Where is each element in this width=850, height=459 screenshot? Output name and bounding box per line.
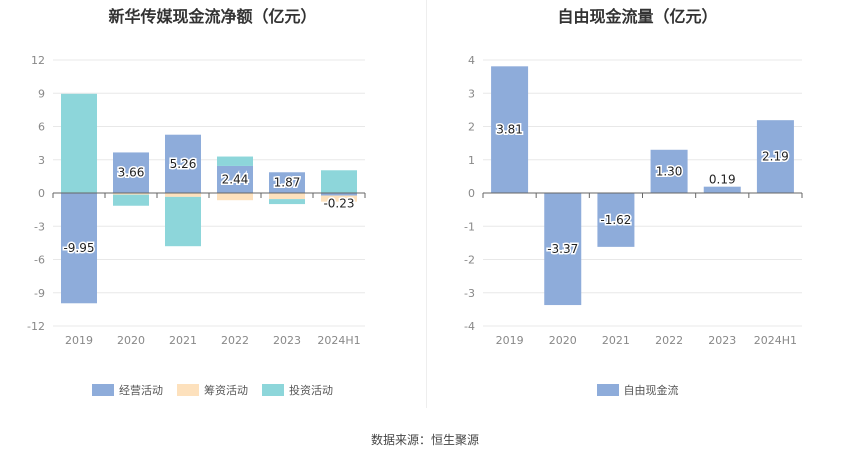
right-bar-free-2024H1 xyxy=(756,120,794,193)
left-bar-financing-2022 xyxy=(217,193,253,201)
left-y-tick-label: -12 xyxy=(27,320,45,333)
left-x-tick-label: 2024H1 xyxy=(317,334,360,347)
left-y-tick-label: -9 xyxy=(34,287,45,300)
right-x-tick-label: 2024H1 xyxy=(754,334,797,347)
legend-swatch-financing xyxy=(177,384,199,396)
right-y-tick-label: 4 xyxy=(468,54,475,67)
legend-item-investing[interactable]: 投资活动 xyxy=(262,382,333,398)
left-bar-investing-2024H1 xyxy=(321,170,357,193)
left-bar-operating-2022 xyxy=(217,165,253,193)
right-x-tick-label: 2020 xyxy=(549,334,577,347)
left-bar-financing-2023 xyxy=(269,193,305,200)
right-y-tick-label: -3 xyxy=(464,287,475,300)
left-y-tick-label: 6 xyxy=(38,121,45,134)
left-bar-operating-2023 xyxy=(269,172,305,193)
right-x-tick-label: 2019 xyxy=(496,334,524,347)
left-data-label: 5.26 xyxy=(170,157,197,171)
right-data-label: -3.37 xyxy=(547,242,578,256)
data-source-note: 数据来源：恒生聚源 xyxy=(370,433,479,447)
left-y-tick-label: 3 xyxy=(38,154,45,167)
legend-label-investing: 投资活动 xyxy=(289,384,333,397)
right-x-tick-label: 2021 xyxy=(602,334,630,347)
legend-label-free-cash-flow: 自由现金流 xyxy=(623,384,679,397)
left-legend: 经营活动 筹资活动 投资活动 xyxy=(0,382,425,398)
legend-label-financing: 筹资活动 xyxy=(204,384,248,397)
left-x-tick-label: 2023 xyxy=(273,334,301,347)
legend-swatch-operating xyxy=(92,384,114,396)
right-y-tick-label: 3 xyxy=(468,87,475,100)
left-bar-investing-2019 xyxy=(61,93,97,193)
left-y-tick-label: -6 xyxy=(34,254,45,267)
right-bar-free-2019 xyxy=(491,66,529,193)
left-bar-investing-2020 xyxy=(113,194,149,206)
right-y-tick-label: -2 xyxy=(464,254,475,267)
right-data-label: 3.81 xyxy=(496,123,523,137)
right-data-label: 0.19 xyxy=(709,173,736,187)
right-y-tick-label: 0 xyxy=(468,187,475,200)
right-x-tick-label: 2022 xyxy=(655,334,683,347)
left-bar-investing-2021 xyxy=(165,196,201,247)
left-bar-operating-2024H1 xyxy=(321,193,357,196)
left-y-tick-label: -3 xyxy=(34,220,45,233)
left-y-tick-label: 0 xyxy=(38,187,45,200)
right-data-label: 1.30 xyxy=(656,164,683,178)
legend-swatch-free-cash-flow xyxy=(596,384,619,396)
left-bar-operating-2020 xyxy=(113,152,149,193)
left-x-tick-label: 2020 xyxy=(117,334,145,347)
left-bar-operating-2019 xyxy=(61,193,97,304)
left-chart-title: 新华传媒现金流净额（亿元） xyxy=(108,7,317,26)
left-data-label: 1.87 xyxy=(274,176,301,190)
right-bar-free-2023 xyxy=(703,186,741,193)
left-x-tick-label: 2022 xyxy=(221,334,249,347)
left-data-label: 2.44 xyxy=(222,172,249,186)
left-bar-financing-2021 xyxy=(165,193,201,197)
left-y-tick-label: 12 xyxy=(31,54,45,67)
legend-item-operating[interactable]: 经营活动 xyxy=(92,382,163,398)
left-x-tick-label: 2021 xyxy=(169,334,197,347)
left-bar-investing-2023 xyxy=(269,199,305,205)
left-y-tick-label: 9 xyxy=(38,87,45,100)
left-bar-financing-2020 xyxy=(113,193,149,195)
right-bar-free-2020 xyxy=(544,193,582,306)
right-y-tick-label: 2 xyxy=(468,121,475,134)
left-bar-investing-2022 xyxy=(217,156,253,166)
right-data-label: -1.62 xyxy=(600,213,631,227)
left-data-label: -0.23 xyxy=(323,197,354,211)
right-y-tick-label: -4 xyxy=(464,320,475,333)
right-chart-title: 自由现金流量（亿元） xyxy=(557,7,718,26)
legend-item-financing[interactable]: 筹资活动 xyxy=(177,382,248,398)
left-data-label: 3.66 xyxy=(118,166,145,180)
panel-divider xyxy=(426,0,427,408)
right-bar-free-2022 xyxy=(650,149,688,193)
left-bar-operating-2021 xyxy=(165,134,201,193)
right-bar-free-2021 xyxy=(597,193,635,247)
legend-item-free-cash-flow[interactable]: 自由现金流 xyxy=(596,382,679,398)
left-x-tick-label: 2019 xyxy=(65,334,93,347)
right-y-tick-label: 1 xyxy=(468,154,475,167)
right-data-label: 2.19 xyxy=(762,150,789,164)
legend-swatch-investing xyxy=(262,384,284,396)
left-bar-financing-2024H1 xyxy=(321,195,357,202)
right-y-tick-label: -1 xyxy=(464,220,475,233)
right-x-tick-label: 2023 xyxy=(708,334,736,347)
legend-label-operating: 经营活动 xyxy=(119,384,163,397)
left-data-label: -9.95 xyxy=(63,241,94,255)
right-legend: 自由现金流 xyxy=(425,382,850,398)
